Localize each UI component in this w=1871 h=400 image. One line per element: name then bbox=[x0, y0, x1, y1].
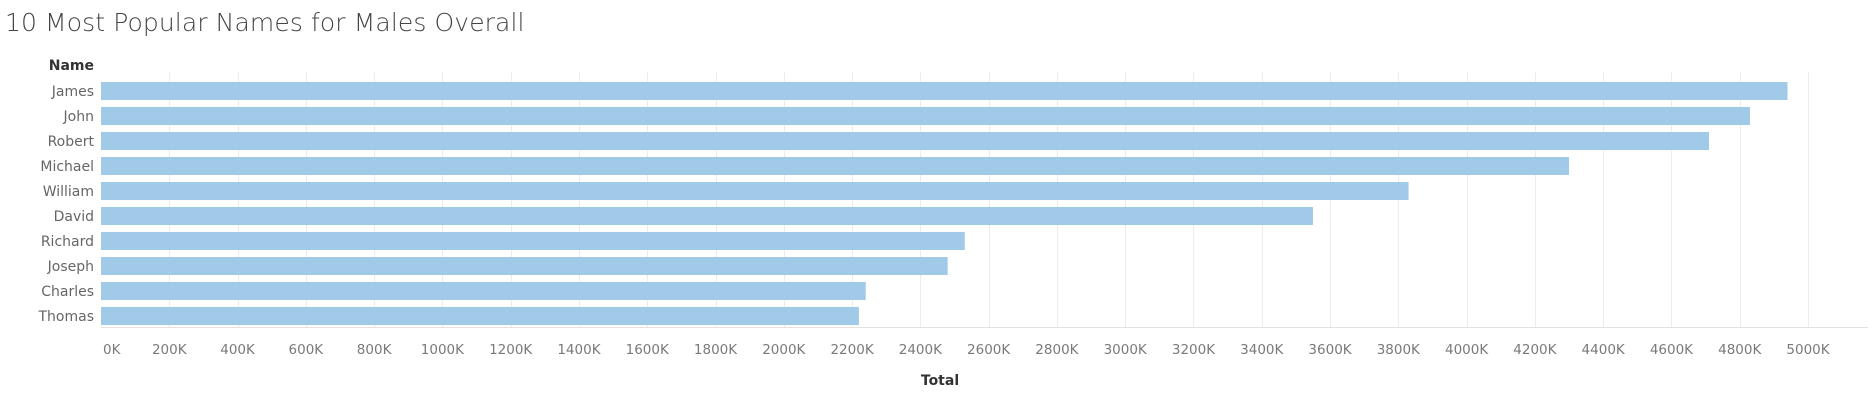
x-tick-label: 3600K bbox=[1308, 342, 1352, 358]
chart-title: 10 Most Popular Names for Males Overall bbox=[5, 8, 525, 37]
x-tick-label: 2800K bbox=[1035, 342, 1079, 358]
x-tick-label: 4400K bbox=[1582, 342, 1626, 358]
x-tick-label: 3000K bbox=[1104, 342, 1148, 358]
bar bbox=[101, 207, 1313, 225]
bar bbox=[101, 307, 859, 325]
x-tick-label: 1200K bbox=[489, 342, 533, 358]
bar bbox=[101, 132, 1709, 150]
x-tick-label: 3400K bbox=[1240, 342, 1284, 358]
x-tick-label: 200K bbox=[152, 342, 188, 358]
x-tick-label: 3200K bbox=[1172, 342, 1216, 358]
x-tick-label: 1400K bbox=[557, 342, 601, 358]
category-label: Robert bbox=[48, 134, 95, 150]
x-tick-label: 5000K bbox=[1786, 342, 1830, 358]
x-tick-label: 800K bbox=[357, 342, 393, 358]
x-tick-label: 4200K bbox=[1513, 342, 1557, 358]
x-tick-label: 4000K bbox=[1445, 342, 1489, 358]
x-tick-label: 1600K bbox=[626, 342, 670, 358]
bar bbox=[101, 107, 1750, 125]
category-label: Thomas bbox=[37, 309, 94, 325]
category-label: James bbox=[51, 84, 94, 100]
category-label: William bbox=[43, 184, 94, 200]
bar bbox=[101, 157, 1570, 175]
category-label: Michael bbox=[40, 159, 94, 175]
x-tick-label: 1000K bbox=[421, 342, 465, 358]
bar bbox=[101, 182, 1409, 200]
x-tick-label: 4800K bbox=[1718, 342, 1762, 358]
x-tick-label: 400K bbox=[220, 342, 256, 358]
category-label: Joseph bbox=[47, 259, 94, 275]
category-label: Richard bbox=[41, 234, 94, 250]
x-tick-label: 600K bbox=[289, 342, 325, 358]
category-label: Charles bbox=[41, 284, 94, 300]
category-label: David bbox=[54, 209, 94, 225]
row-header: Name bbox=[48, 58, 94, 74]
x-tick-label: 4600K bbox=[1650, 342, 1694, 358]
bar bbox=[101, 257, 948, 275]
x-tick-label: 3800K bbox=[1377, 342, 1421, 358]
x-tick-label: 2200K bbox=[830, 342, 874, 358]
x-tick-label: 2400K bbox=[899, 342, 943, 358]
bar bbox=[101, 232, 965, 250]
bar bbox=[101, 282, 866, 300]
bar bbox=[101, 82, 1788, 100]
category-label: John bbox=[63, 109, 94, 125]
x-tick-label: 2600K bbox=[967, 342, 1011, 358]
x-tick-label: 2000K bbox=[762, 342, 806, 358]
x-axis-title: Total bbox=[920, 373, 960, 389]
x-tick-label: 0K bbox=[103, 342, 122, 358]
x-tick-label: 1800K bbox=[694, 342, 738, 358]
